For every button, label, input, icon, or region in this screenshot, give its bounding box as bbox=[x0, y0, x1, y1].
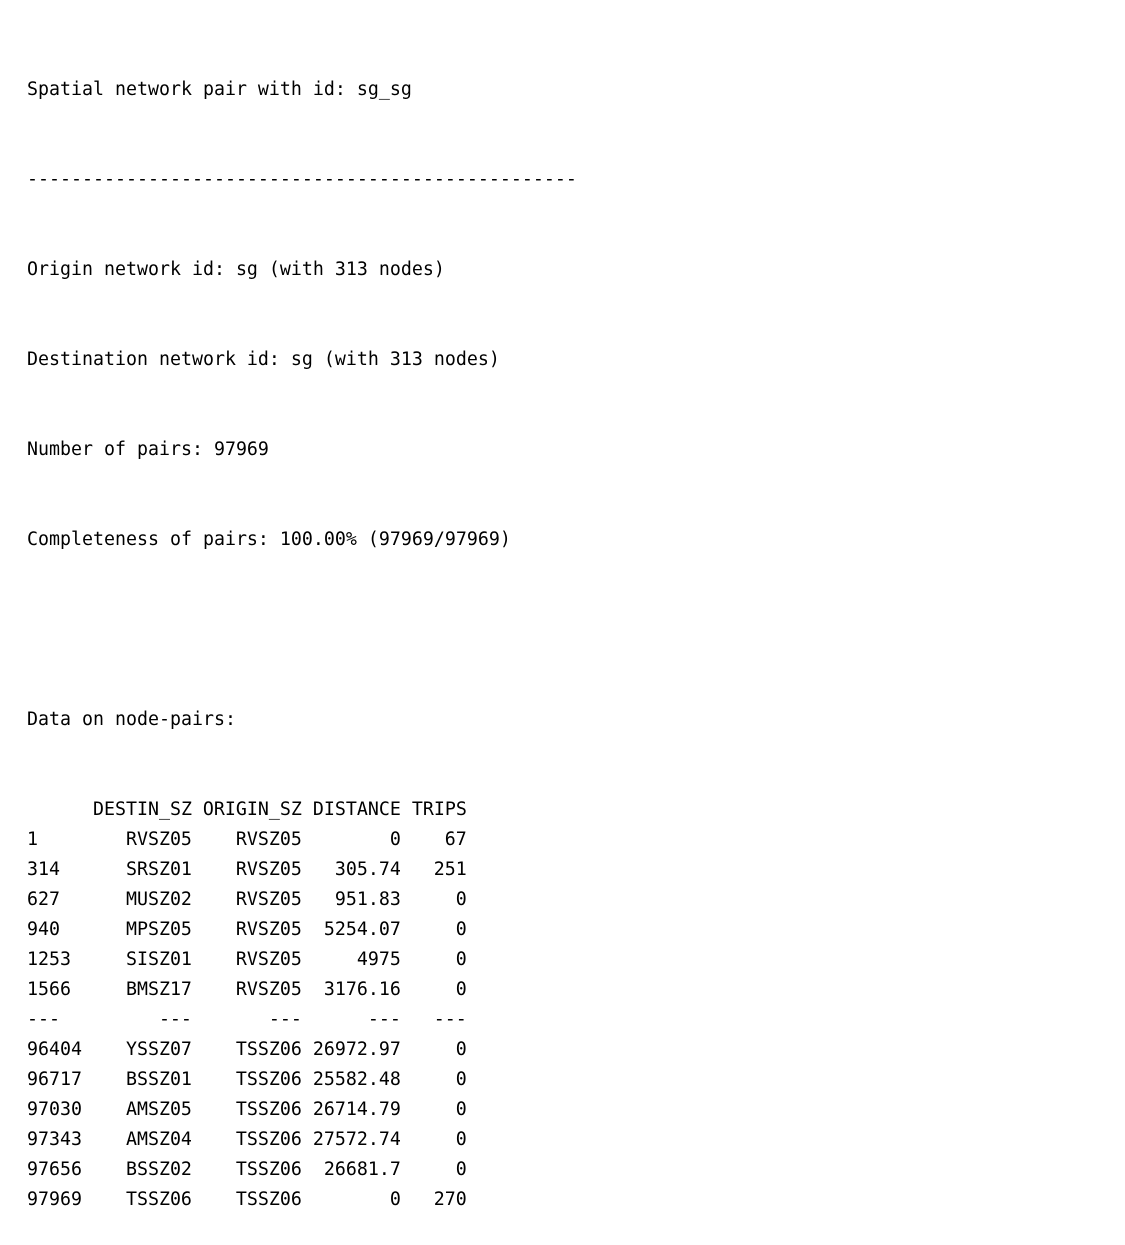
index-cell: 97030 bbox=[27, 1099, 82, 1120]
table-row: 1 RVSZ05 RVSZ05 0 67 bbox=[27, 825, 577, 855]
origin-sz-cell: RVSZ05 bbox=[235, 889, 302, 910]
distance-cell: 25582.48 bbox=[312, 1069, 401, 1090]
distance-cell: 305.74 bbox=[334, 859, 401, 880]
destin-sz-cell: BSSZ02 bbox=[125, 1159, 192, 1180]
index-cell: 1253 bbox=[27, 949, 71, 970]
console-output: Spatial network pair with id: sg_sg ----… bbox=[27, 15, 577, 1245]
table-row: 97656 BSSZ02 TSSZ06 26681.7 0 bbox=[27, 1155, 577, 1185]
distance-cell: 0 bbox=[389, 1189, 401, 1210]
index-cell: 940 bbox=[27, 919, 60, 940]
destin-sz-cell: MPSZ05 bbox=[125, 919, 192, 940]
index-cell: 96717 bbox=[27, 1069, 82, 1090]
table-row: 97343 AMSZ04 TSSZ06 27572.74 0 bbox=[27, 1125, 577, 1155]
pair-completeness: Completeness of pairs: 100.00% (97969/97… bbox=[27, 529, 511, 550]
origin-sz-cell: RVSZ05 bbox=[235, 829, 302, 850]
origin-sz-cell: --- bbox=[268, 1009, 302, 1030]
destin-sz-cell: --- bbox=[158, 1009, 192, 1030]
index-cell: 314 bbox=[27, 859, 60, 880]
distance-cell: 3176.16 bbox=[323, 979, 401, 1000]
table-row: 97969 TSSZ06 TSSZ06 0 270 bbox=[27, 1185, 577, 1215]
origin-sz-cell: TSSZ06 bbox=[235, 1039, 302, 1060]
trips-cell: 0 bbox=[455, 1129, 467, 1150]
origin-sz-cell: TSSZ06 bbox=[235, 1189, 302, 1210]
distance-cell: 4975 bbox=[356, 949, 401, 970]
index-cell: 627 bbox=[27, 889, 60, 910]
destin-sz-cell: BSSZ01 bbox=[125, 1069, 192, 1090]
index-cell: --- bbox=[27, 1009, 60, 1030]
separator-line: ----------------------------------------… bbox=[27, 169, 577, 190]
trips-cell: 0 bbox=[455, 1039, 467, 1060]
distance-cell: --- bbox=[367, 1009, 401, 1030]
table-row: 940 MPSZ05 RVSZ05 5254.07 0 bbox=[27, 915, 577, 945]
network-title: Spatial network pair with id: sg_sg bbox=[27, 79, 412, 100]
destin-sz-cell: SRSZ01 bbox=[125, 859, 192, 880]
origin-sz-cell: RVSZ05 bbox=[235, 949, 302, 970]
destin-sz-cell: TSSZ06 bbox=[125, 1189, 192, 1210]
distance-cell: 27572.74 bbox=[312, 1129, 401, 1150]
trips-cell: 67 bbox=[444, 829, 467, 850]
distance-cell: DISTANCE bbox=[312, 799, 401, 820]
origin-sz-cell: RVSZ05 bbox=[235, 859, 302, 880]
origin-network-info: Origin network id: sg (with 313 nodes) bbox=[27, 259, 445, 280]
origin-sz-cell: RVSZ05 bbox=[235, 979, 302, 1000]
table-row: 314 SRSZ01 RVSZ05 305.74 251 bbox=[27, 855, 577, 885]
origin-sz-cell: RVSZ05 bbox=[235, 919, 302, 940]
distance-cell: 951.83 bbox=[334, 889, 401, 910]
blank-line bbox=[27, 615, 577, 645]
trips-cell: 270 bbox=[433, 1189, 467, 1210]
origin-sz-cell: TSSZ06 bbox=[235, 1069, 302, 1090]
distance-cell: 26681.7 bbox=[323, 1159, 401, 1180]
distance-cell: 0 bbox=[389, 829, 401, 850]
trips-cell: 251 bbox=[433, 859, 467, 880]
index-cell: 1566 bbox=[27, 979, 71, 1000]
index-cell: 97656 bbox=[27, 1159, 82, 1180]
destin-sz-cell: MUSZ02 bbox=[125, 889, 192, 910]
table-row: 96404 YSSZ07 TSSZ06 26972.97 0 bbox=[27, 1035, 577, 1065]
index-cell: 1 bbox=[27, 829, 38, 850]
distance-cell: 26972.97 bbox=[312, 1039, 401, 1060]
trips-cell: 0 bbox=[455, 1159, 467, 1180]
trips-cell: TRIPS bbox=[411, 799, 467, 820]
distance-cell: 26714.79 bbox=[312, 1099, 401, 1120]
index-cell: 97343 bbox=[27, 1129, 82, 1150]
trips-cell: 0 bbox=[455, 979, 467, 1000]
destin-sz-cell: BMSZ17 bbox=[125, 979, 192, 1000]
pair-count: Number of pairs: 97969 bbox=[27, 439, 269, 460]
table-row: --- --- --- --- --- bbox=[27, 1005, 577, 1035]
distance-cell: 5254.07 bbox=[323, 919, 401, 940]
trips-cell: 0 bbox=[455, 1069, 467, 1090]
table-row: 96717 BSSZ01 TSSZ06 25582.48 0 bbox=[27, 1065, 577, 1095]
table-row: 1253 SISZ01 RVSZ05 4975 0 bbox=[27, 945, 577, 975]
origin-sz-cell: ORIGIN_SZ bbox=[202, 799, 302, 820]
destin-sz-cell: AMSZ04 bbox=[125, 1129, 192, 1150]
trips-cell: 0 bbox=[455, 1099, 467, 1120]
trips-cell: 0 bbox=[455, 949, 467, 970]
trips-cell: 0 bbox=[455, 919, 467, 940]
origin-sz-cell: TSSZ06 bbox=[235, 1129, 302, 1150]
trips-cell: --- bbox=[433, 1009, 467, 1030]
destin-sz-cell: RVSZ05 bbox=[125, 829, 192, 850]
origin-sz-cell: TSSZ06 bbox=[235, 1159, 302, 1180]
destination-network-info: Destination network id: sg (with 313 nod… bbox=[27, 349, 500, 370]
destin-sz-cell: AMSZ05 bbox=[125, 1099, 192, 1120]
destin-sz-cell: DESTIN_SZ bbox=[92, 799, 192, 820]
destin-sz-cell: SISZ01 bbox=[125, 949, 192, 970]
table-row: 1566 BMSZ17 RVSZ05 3176.16 0 bbox=[27, 975, 577, 1005]
origin-sz-cell: TSSZ06 bbox=[235, 1099, 302, 1120]
index-cell: 96404 bbox=[27, 1039, 82, 1060]
destin-sz-cell: YSSZ07 bbox=[125, 1039, 192, 1060]
trips-cell: 0 bbox=[455, 889, 467, 910]
table-caption: Data on node-pairs: bbox=[27, 709, 236, 730]
node-pair-table: DESTIN_SZ ORIGIN_SZ DISTANCE TRIPS 1 RVSZ05 RV… bbox=[27, 795, 577, 1215]
table-header: DESTIN_SZ ORIGIN_SZ DISTANCE TRIPS bbox=[27, 795, 577, 825]
index-cell: 97969 bbox=[27, 1189, 82, 1210]
table-row: 97030 AMSZ05 TSSZ06 26714.79 0 bbox=[27, 1095, 577, 1125]
table-row: 627 MUSZ02 RVSZ05 951.83 0 bbox=[27, 885, 577, 915]
